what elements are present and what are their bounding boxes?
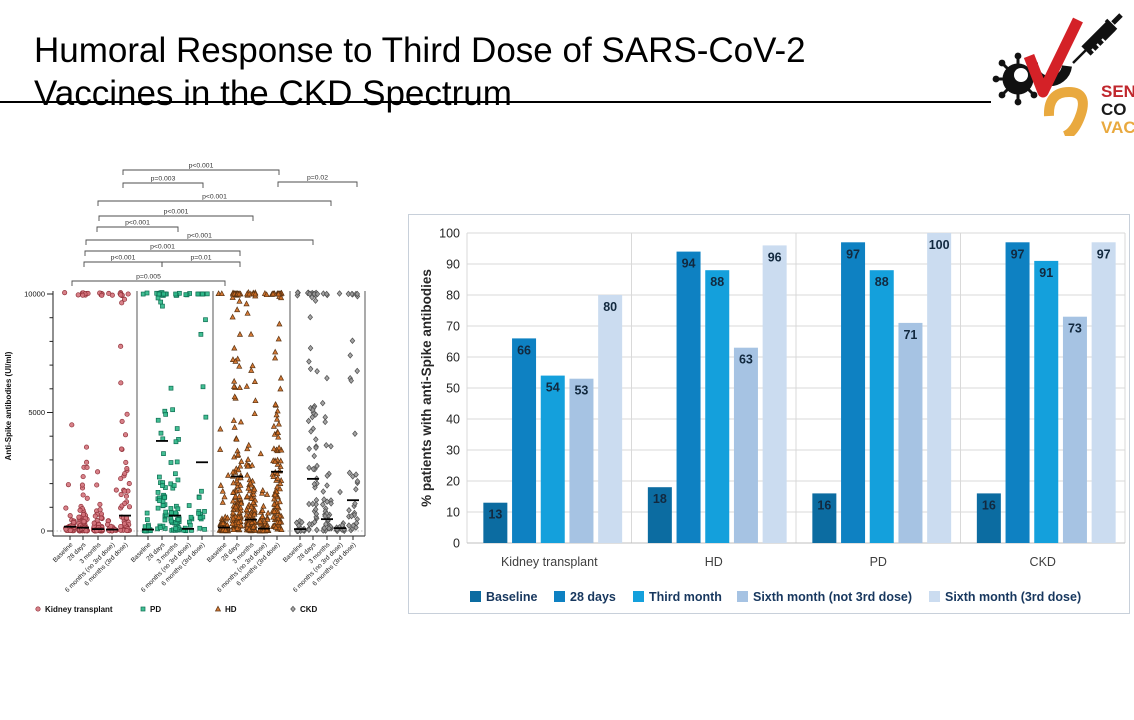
logo-text-vac: VAC (1101, 118, 1134, 136)
svg-text:Kidney transplant: Kidney transplant (45, 605, 113, 614)
svg-text:73: 73 (1068, 322, 1082, 336)
svg-text:20: 20 (446, 475, 460, 489)
svg-text:p<0.001: p<0.001 (164, 209, 189, 216)
syringe-icon (1072, 13, 1123, 64)
svg-text:0: 0 (453, 537, 460, 551)
svg-text:CKD: CKD (1030, 555, 1056, 569)
sencovac-logo: SEN CO VAC (992, 13, 1134, 136)
svg-text:30: 30 (446, 444, 460, 458)
svg-text:97: 97 (846, 247, 860, 261)
svg-text:16: 16 (982, 498, 996, 512)
svg-text:71: 71 (903, 328, 917, 342)
svg-text:53: 53 (574, 384, 588, 398)
scatter-pvalue-brackets: p<0.001 p=0.003 p=0.02 p<0.001 p<0.001 p<0.00… (71, 163, 358, 286)
svg-text:40: 40 (446, 413, 460, 427)
svg-text:10000: 10000 (24, 290, 45, 299)
svg-text:HD: HD (705, 555, 723, 569)
svg-text:p<0.001: p<0.001 (111, 255, 136, 262)
svg-text:90: 90 (446, 258, 460, 272)
svg-text:88: 88 (710, 275, 724, 289)
bar-series-0: 13 18 16 16 (483, 487, 1001, 543)
svg-text:94: 94 (682, 257, 696, 271)
svg-text:13: 13 (488, 508, 502, 522)
svg-text:CKD: CKD (300, 605, 318, 614)
svg-text:10: 10 (446, 506, 460, 520)
svg-text:PD: PD (870, 555, 887, 569)
svg-text:70: 70 (446, 320, 460, 334)
svg-text:97: 97 (1097, 247, 1111, 261)
svg-text:50: 50 (446, 382, 460, 396)
svg-text:97: 97 (1011, 247, 1025, 261)
svg-text:p=0.01: p=0.01 (191, 255, 212, 262)
svg-text:p<0.001: p<0.001 (125, 220, 150, 227)
slide-title-line1: Humoral Response to Third Dose of SARS-C… (34, 31, 806, 71)
scatter-y-axis-title: Anti-Spike antibodies (UI/ml) (4, 351, 13, 460)
svg-text:18: 18 (653, 492, 667, 506)
svg-text:p<0.001: p<0.001 (187, 233, 212, 240)
svg-text:60: 60 (446, 351, 460, 365)
bar-series-3: 53 63 71 73 (569, 316, 1087, 543)
logo-text-sen: SEN (1101, 82, 1134, 101)
svg-text:100: 100 (439, 227, 460, 241)
scatter-y-axis: 0 5000 10000 Anti-Spike antibodies (UI/ml) (4, 290, 54, 536)
svg-text:p=0.005: p=0.005 (136, 274, 161, 281)
title-divider (0, 101, 991, 103)
svg-text:16: 16 (817, 498, 831, 512)
virus-icon (992, 52, 1038, 106)
bar-chart: 0 10 20 30 40 50 60 70 80 90 100 % patients with an… (408, 214, 1130, 614)
svg-text:p<0.001: p<0.001 (150, 244, 175, 251)
bar-series-1: 66 94 97 97 (512, 242, 1030, 544)
svg-text:Kidney transplant: Kidney transplant (501, 555, 598, 569)
svg-text:p<0.001: p<0.001 (202, 194, 227, 201)
svg-text:80: 80 (603, 300, 617, 314)
svg-text:96: 96 (768, 250, 782, 264)
svg-text:28 days: 28 days (570, 590, 616, 604)
svg-text:0: 0 (41, 527, 45, 536)
bar-legend: Baseline 28 days Third month Sixth month (n… (470, 590, 1081, 604)
svg-text:p<0.001: p<0.001 (189, 163, 214, 170)
svg-text:63: 63 (739, 353, 753, 367)
svg-text:Baseline: Baseline (486, 590, 537, 604)
svg-text:91: 91 (1039, 266, 1053, 280)
slide-title-line2: Vaccines in the CKD Spectrum (34, 74, 512, 114)
svg-text:Sixth month (3rd dose): Sixth month (3rd dose) (945, 590, 1081, 604)
checkmark-icon (1023, 17, 1083, 98)
svg-text:PD: PD (150, 605, 161, 614)
scatter-legend: Kidney transplant PD HD CKD (35, 605, 318, 614)
bar-y-axis-title: % patients with anti-Spike antibodies (419, 269, 434, 507)
svg-text:Third month: Third month (649, 590, 722, 604)
bar-chart-panel: 0 10 20 30 40 50 60 70 80 90 100 % patients with an… (408, 214, 1130, 619)
scatter-chart: 0 5000 10000 Anti-Spike antibodies (UI/ml) p… (4, 163, 366, 614)
bar-y-axis: 0 10 20 30 40 50 60 70 80 90 100 % patients with an… (419, 227, 460, 551)
svg-text:54: 54 (546, 381, 560, 395)
svg-text:88: 88 (875, 275, 889, 289)
logo-text-co: CO (1101, 100, 1127, 119)
bar-series-4: 80 96 100 97 (598, 233, 1116, 544)
eta-icon (1043, 86, 1088, 136)
scatter-chart-panel: 0 5000 10000 Anti-Spike antibodies (UI/ml) p… (0, 148, 400, 658)
svg-text:p=0.02: p=0.02 (307, 175, 328, 182)
svg-text:100: 100 (929, 238, 950, 252)
svg-text:66: 66 (517, 343, 531, 357)
svg-text:5000: 5000 (28, 408, 45, 417)
bar-series-2: 54 88 88 91 (540, 260, 1059, 543)
svg-text:p=0.003: p=0.003 (151, 176, 176, 183)
slide-title: Humoral Response to Third Dose of SARS-C… (34, 29, 984, 115)
svg-text:Sixth month (not 3rd dose): Sixth month (not 3rd dose) (753, 590, 912, 604)
svg-text:80: 80 (446, 289, 460, 303)
bar-category-labels: Kidney transplant HD PD CKD (501, 555, 1056, 569)
svg-text:HD: HD (225, 605, 237, 614)
